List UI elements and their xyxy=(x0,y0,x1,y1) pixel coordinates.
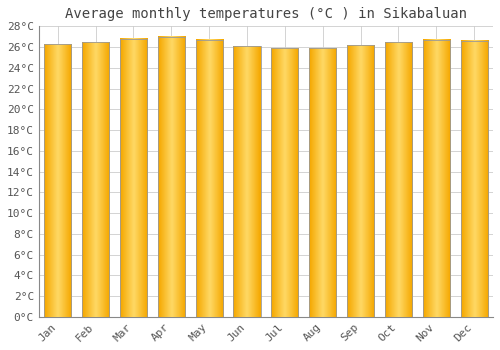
Bar xyxy=(347,45,374,317)
Bar xyxy=(158,37,185,317)
Bar xyxy=(234,46,260,317)
Bar xyxy=(82,42,109,317)
Title: Average monthly temperatures (°C ) in Sikabaluan: Average monthly temperatures (°C ) in Si… xyxy=(65,7,467,21)
Bar xyxy=(120,39,147,317)
Bar xyxy=(422,40,450,317)
Bar xyxy=(309,48,336,317)
Bar xyxy=(196,40,223,317)
Bar xyxy=(44,44,72,317)
Bar xyxy=(460,41,488,317)
Bar xyxy=(385,42,412,317)
Bar xyxy=(271,48,298,317)
